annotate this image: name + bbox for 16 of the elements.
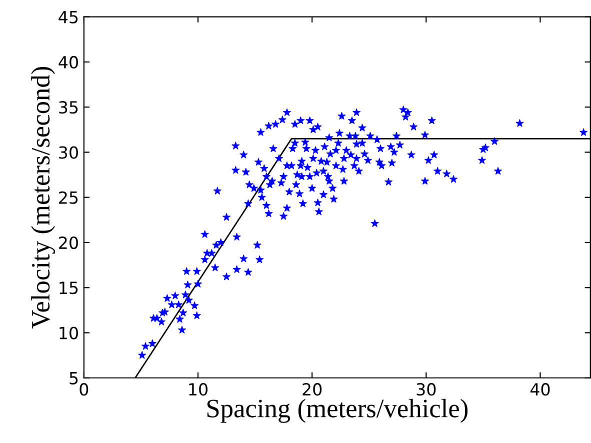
x-tick-label: 10	[189, 383, 208, 396]
y-tick-label: 5	[70, 372, 78, 384]
y-tick-label: 45	[58, 11, 78, 24]
x-tick-label: 20	[302, 383, 322, 396]
x-tick-label: 30	[416, 383, 436, 396]
x-tick-label: 40	[530, 383, 550, 396]
y-axis-title: Velocity (meters/second)	[31, 66, 56, 329]
x-axis-title: Spacing (meters/vehicle)	[207, 398, 468, 423]
y-tick-label: 10	[60, 326, 78, 340]
y-tick-label: 35	[59, 101, 78, 114]
y-tick-label: 40	[58, 56, 78, 69]
y-tick-label: 25	[59, 191, 78, 204]
y-tick-label: 20	[59, 236, 78, 250]
y-tick-label: 30	[59, 146, 78, 159]
x-tick-label: 0	[80, 383, 88, 396]
y-tick-label: 15	[60, 282, 78, 294]
